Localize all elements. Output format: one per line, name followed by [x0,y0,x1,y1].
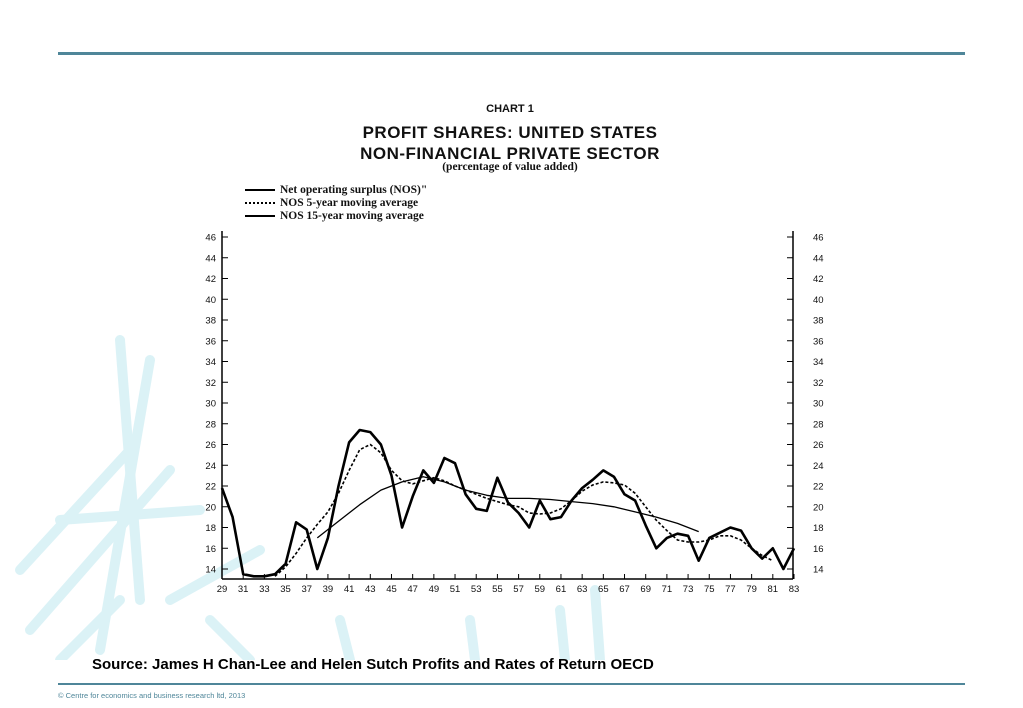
x-tick-label: 45 [386,584,397,595]
y-tick-label-left: 42 [205,274,216,285]
legend-swatch-solid [245,188,275,191]
y-tick-label-left: 28 [205,419,216,430]
y-tick-label-left: 30 [205,399,216,410]
x-tick-label: 65 [598,584,609,595]
x-tick-label: 53 [471,584,482,595]
y-tick-label-right: 26 [813,440,824,451]
copyright-text: © Centre for economics and business rese… [58,691,246,700]
header-rule [58,52,965,55]
y-tick-label-right: 24 [813,461,824,472]
y-tick-label-right: 42 [813,274,824,285]
x-tick-label: 79 [746,584,757,595]
y-tick-label-left: 36 [205,336,216,347]
legend-swatch-dotted [245,201,275,204]
x-tick-label: 81 [768,584,779,595]
x-tick-label: 37 [301,584,312,595]
x-tick-label: 71 [662,584,673,595]
chart-subtitle: (percentage of value added) [442,161,578,173]
legend-entry-nos: Net operating surplus (NOS)" [245,183,427,196]
x-tick-label: 39 [323,584,334,595]
chart-title-line2: NON-FINANCIAL PRIVATE SECTOR [360,144,660,163]
y-tick-label-right: 18 [813,523,824,534]
y-tick-label-left: 38 [205,316,216,327]
x-tick-label: 49 [429,584,440,595]
x-tick-label: 33 [259,584,270,595]
x-tick-label: 55 [492,584,503,595]
y-tick-label-right: 34 [813,357,824,368]
x-tick-label: 59 [534,584,545,595]
y-tick-label-right: 14 [813,565,824,576]
x-tick-label: 31 [238,584,249,595]
y-tick-label-right: 36 [813,336,824,347]
y-tick-label-right: 46 [813,233,824,244]
series-line-nos [220,428,796,578]
x-tick-label: 57 [513,584,524,595]
legend-label-15yr: NOS 15-year moving average [280,209,424,222]
y-tick-label-right: 32 [813,378,824,389]
x-tick-label: 29 [217,584,228,595]
chart-title: PROFIT SHARES: UNITED STATES [362,123,658,142]
y-tick-label-left: 22 [205,482,216,493]
chart-legend: Net operating surplus (NOS)" NOS 5-year … [245,183,427,222]
x-tick-label: 35 [280,584,291,595]
y-tick-label-left: 32 [205,378,216,389]
legend-entry-15yr: NOS 15-year moving average [245,209,427,222]
y-tick-label-left: 26 [205,440,216,451]
x-tick-label: 83 [789,584,800,595]
y-tick-label-right: 22 [813,482,824,493]
x-tick-label: 41 [344,584,355,595]
legend-label-nos: Net operating surplus (NOS)" [280,183,428,196]
y-tick-label-left: 14 [205,565,216,576]
y-tick-label-left: 46 [205,233,216,244]
y-tick-label-left: 34 [205,357,216,368]
x-tick-label: 61 [556,584,567,595]
x-tick-label: 67 [619,584,630,595]
y-tick-label-right: 38 [813,316,824,327]
x-tick-label: 77 [725,584,736,595]
watermark-graphic [15,335,605,660]
x-tick-label: 69 [640,584,651,595]
y-tick-label-left: 24 [205,461,216,472]
x-tick-label: 51 [450,584,461,595]
source-note: Source: James H Chan-Lee and Helen Sutch… [92,656,654,673]
x-tick-label: 47 [407,584,418,595]
legend-swatch-solid [245,214,275,217]
y-tick-label-right: 20 [813,502,824,513]
x-tick-label: 75 [704,584,715,595]
y-tick-label-right: 28 [813,419,824,430]
y-tick-label-left: 16 [205,544,216,555]
y-tick-label-left: 18 [205,523,216,534]
y-tick-label-left: 40 [205,295,216,306]
y-tick-label-right: 44 [813,253,824,264]
chart-number-label: CHART 1 [486,103,534,115]
x-tick-label: 63 [577,584,588,595]
series-line-nos-15yr-average [316,476,699,539]
footer-rule [58,683,965,685]
legend-entry-5yr: NOS 5-year moving average [245,196,427,209]
legend-label-5yr: NOS 5-year moving average [280,196,419,209]
x-tick-label: 73 [683,584,694,595]
y-tick-label-left: 44 [205,253,216,264]
y-tick-label-right: 40 [813,295,824,306]
y-tick-label-right: 16 [813,544,824,555]
x-tick-label: 43 [365,584,376,595]
y-tick-label-left: 20 [205,502,216,513]
y-tick-label-right: 30 [813,399,824,410]
